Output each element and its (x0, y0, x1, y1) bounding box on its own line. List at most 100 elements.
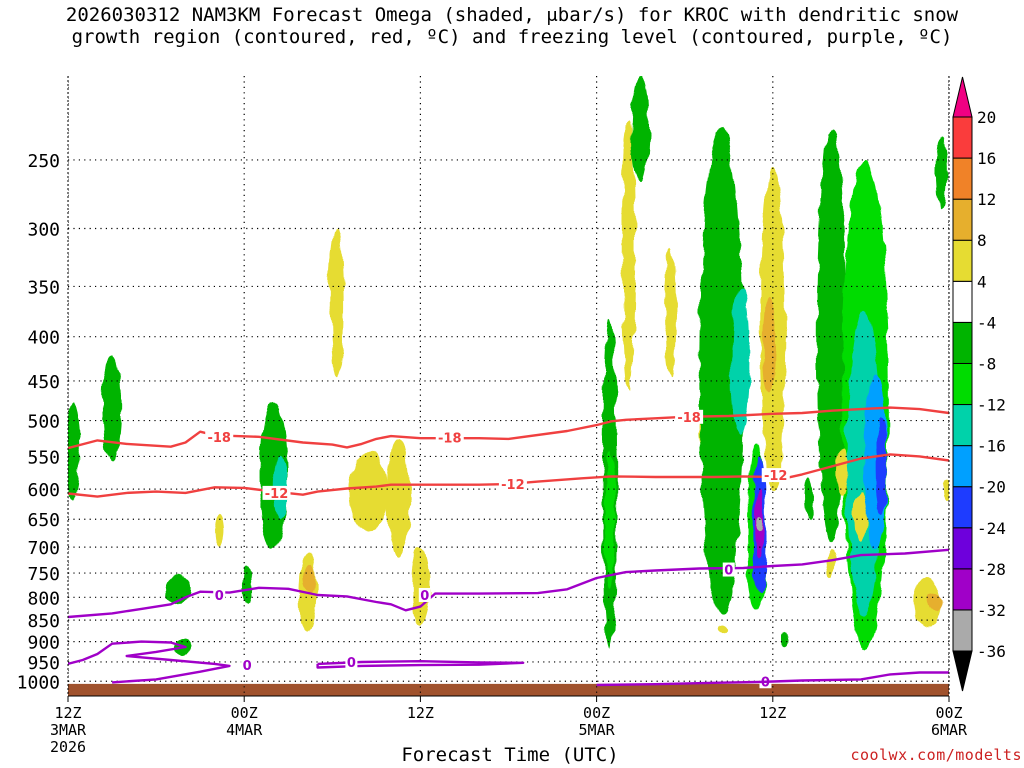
contour-label: 0 (215, 589, 224, 604)
omega-region (827, 547, 837, 579)
contour-label-bg (241, 658, 254, 673)
chart-title-line1: 2026030312 NAM3KM Forecast Omega (shaded… (65, 4, 959, 26)
colorbar-min-triangle (952, 650, 973, 692)
colorbar-tick-label: -24 (977, 519, 1006, 538)
chart-title: 2026030312 NAM3KM Forecast Omega (shaded… (0, 4, 1024, 48)
colorbar-bin (952, 568, 973, 611)
contour-label-bg (345, 654, 358, 669)
y-tick-label: 1000 (17, 672, 60, 693)
contour-label: 0 (724, 564, 733, 579)
omega-region (926, 592, 942, 614)
omega-region (386, 438, 411, 558)
colorbar-bin (952, 280, 973, 323)
contour-label-bg (213, 587, 226, 602)
omega-region (622, 120, 636, 390)
x-axis-label: Forecast Time (UTC) (401, 744, 619, 766)
omega-region (816, 128, 847, 542)
colorbar-bin (952, 445, 973, 488)
omega-region (875, 416, 888, 514)
contour-line (596, 671, 949, 687)
colorbar-tick-label: 8 (977, 231, 987, 250)
y-tick-label: 650 (27, 510, 60, 531)
contour-label-bg (722, 562, 735, 577)
x-tick-label: 12Z (54, 704, 81, 722)
omega-region (854, 492, 867, 542)
omega-region (763, 297, 777, 394)
colorbar-bin (952, 486, 973, 529)
colorbar-tick-label: 16 (977, 149, 996, 168)
omega-region (68, 401, 80, 502)
colorbar-tick-label: 4 (977, 272, 987, 291)
omega-region (349, 452, 389, 531)
y-tick-label: 500 (27, 412, 60, 433)
omega-shading (68, 76, 949, 656)
omega-region (805, 476, 814, 520)
contour-line (68, 640, 231, 684)
ground-layer (68, 683, 949, 696)
y-tick-label: 800 (27, 588, 60, 609)
contour-label: 0 (420, 589, 429, 604)
omega-region (755, 516, 764, 531)
colorbar-bin (952, 609, 973, 652)
x-tick-label: 00Z (935, 704, 962, 722)
contour-line (68, 406, 949, 450)
contour-label-bg (205, 429, 234, 444)
colorbar-tick-label: -36 (977, 642, 1006, 661)
x-tick-label: 6MAR (931, 721, 968, 739)
x-tick-label: 00Z (583, 704, 610, 722)
colorbar-bin (952, 404, 973, 447)
omega-region (412, 547, 429, 625)
y-tick-label: 950 (27, 653, 60, 674)
colorbar-tick-label: -12 (977, 396, 1006, 415)
colorbar-tick-label: 20 (977, 108, 996, 127)
contour-label-bg (435, 430, 464, 445)
omega-region (302, 562, 315, 593)
colorbar-bin (952, 321, 973, 364)
colorbar-bin (952, 239, 973, 282)
chart-title-line2: growth region (contoured, red, ºC) and f… (71, 26, 953, 48)
omega-region (936, 136, 947, 210)
colorbar-tick-label: -4 (977, 313, 996, 332)
contour-label-bg (498, 477, 527, 492)
contour-label-bg (761, 468, 790, 483)
colorbar-tick-label: -28 (977, 560, 1006, 579)
colorbar-tick-label: -20 (977, 478, 1006, 497)
axes: 2503003504004505005506006507007508008509… (17, 151, 968, 756)
omega-region (943, 479, 949, 502)
contour-label: -18 (207, 431, 231, 446)
x-tick-label: 12Z (407, 704, 434, 722)
x-tick-label: 4MAR (226, 721, 263, 739)
contour-label: -12 (265, 487, 289, 502)
colorbar-bin (952, 116, 973, 159)
contour-label: -12 (764, 469, 788, 484)
credit-text: coolwx.com/modelts (850, 746, 1022, 764)
x-tick-label: 00Z (231, 704, 258, 722)
contour-line (316, 660, 525, 669)
omega-region (214, 513, 225, 548)
colorbar-bin (952, 527, 973, 570)
y-tick-label: 700 (27, 538, 60, 559)
contour-label-bg (418, 587, 431, 602)
ground-surface (68, 683, 949, 696)
colorbar-bin (952, 362, 973, 406)
colorbar-tick-label: -16 (977, 437, 1006, 456)
y-tick-label: 550 (27, 447, 60, 468)
colorbar-bin (952, 198, 973, 241)
y-tick-label: 850 (27, 611, 60, 632)
colorbar-tick-label: 12 (977, 190, 996, 209)
y-tick-label: 900 (27, 633, 60, 654)
plot-frame (67, 76, 950, 697)
omega-region (604, 449, 616, 588)
y-tick-label: 250 (27, 151, 60, 172)
contour-label: -12 (501, 478, 525, 493)
contour-label: 0 (243, 659, 252, 674)
contour-label-bg (262, 485, 291, 500)
omega-region (699, 128, 744, 616)
omega-region (664, 246, 676, 377)
colorbar-tick-label: -8 (977, 354, 996, 373)
colorbar-bin (952, 157, 973, 200)
omega-region (835, 449, 848, 496)
omega-region (329, 228, 345, 377)
contour-label: 0 (347, 656, 356, 671)
